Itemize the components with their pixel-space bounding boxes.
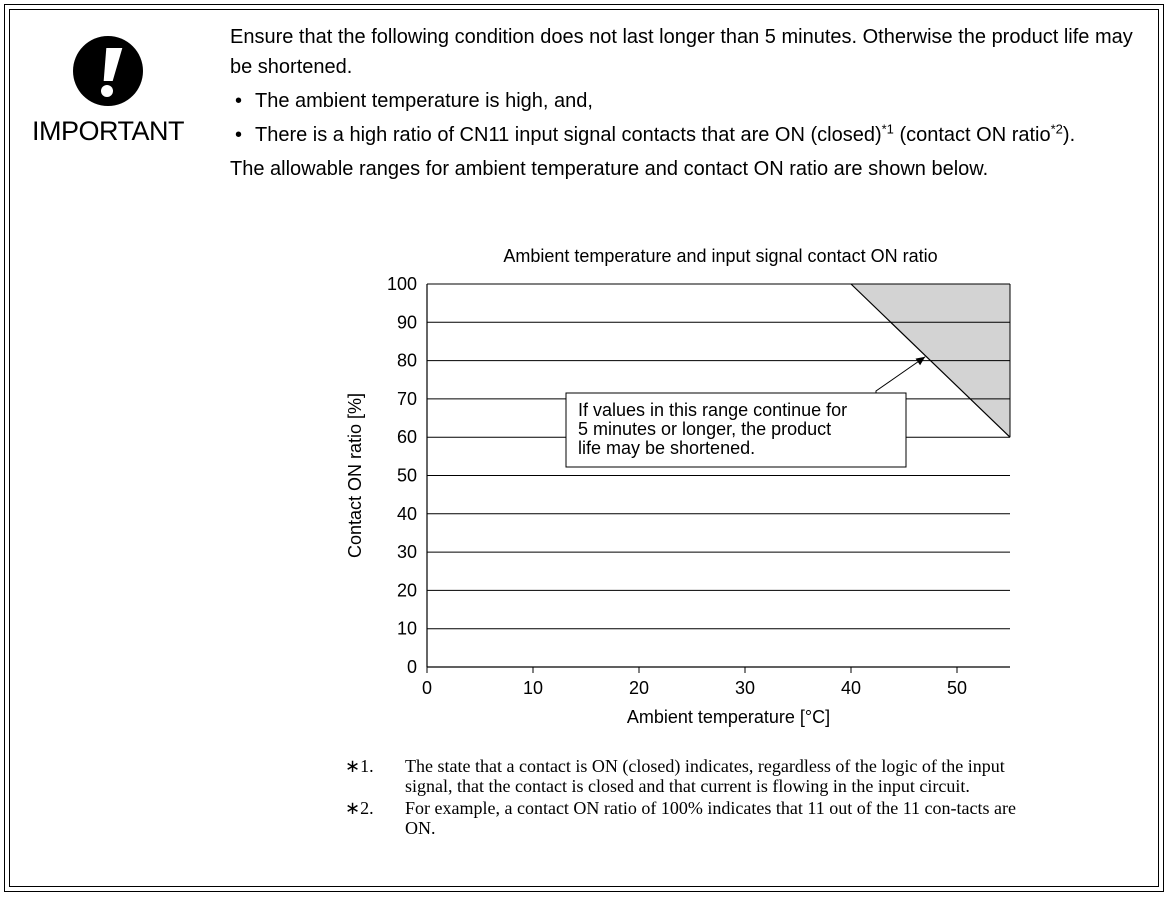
bullet-text: (contact ON ratio [893, 124, 1051, 146]
footnote-text: The state that a contact is ON (closed) … [405, 756, 1005, 796]
footnote-ref: *1 [881, 121, 894, 137]
bullet-text: There is a high ratio of CN11 input sign… [255, 124, 882, 146]
footnote: ∗1. The state that a contact is ON (clos… [345, 756, 1045, 796]
exclamation-icon [73, 36, 143, 106]
footnote-ref: *2 [1050, 121, 1063, 137]
allowable-text: The allowable ranges for ambient tempera… [230, 158, 989, 180]
bullet-text: ). [1062, 124, 1076, 146]
important-box-inner [9, 9, 1159, 887]
important-box [4, 4, 1164, 892]
condition-list: • The ambient temperature is high, and, … [230, 86, 1160, 150]
important-content: Ensure that the following condition does… [230, 22, 1160, 184]
list-item: • There is a high ratio of CN11 input si… [230, 120, 1160, 150]
important-label: IMPORTANT [31, 116, 185, 146]
footnote-text: For example, a contact ON ratio of 100% … [405, 798, 1016, 838]
important-badge: IMPORTANT [8, 36, 208, 147]
footnote: ∗2. For example, a contact ON ratio of 1… [345, 798, 1045, 838]
bullet-mark: • [235, 90, 243, 112]
footnote-mark: ∗1. [345, 756, 374, 776]
bullet-mark: • [235, 124, 243, 146]
intro-text: Ensure that the following condition does… [230, 26, 1133, 78]
footnotes: ∗1. The state that a contact is ON (clos… [345, 756, 1045, 840]
bullet-text: The ambient temperature is high, and, [255, 90, 593, 112]
footnote-mark: ∗2. [345, 798, 374, 818]
list-item: • The ambient temperature is high, and, [230, 86, 1160, 116]
exclamation-glyph [101, 48, 123, 97]
